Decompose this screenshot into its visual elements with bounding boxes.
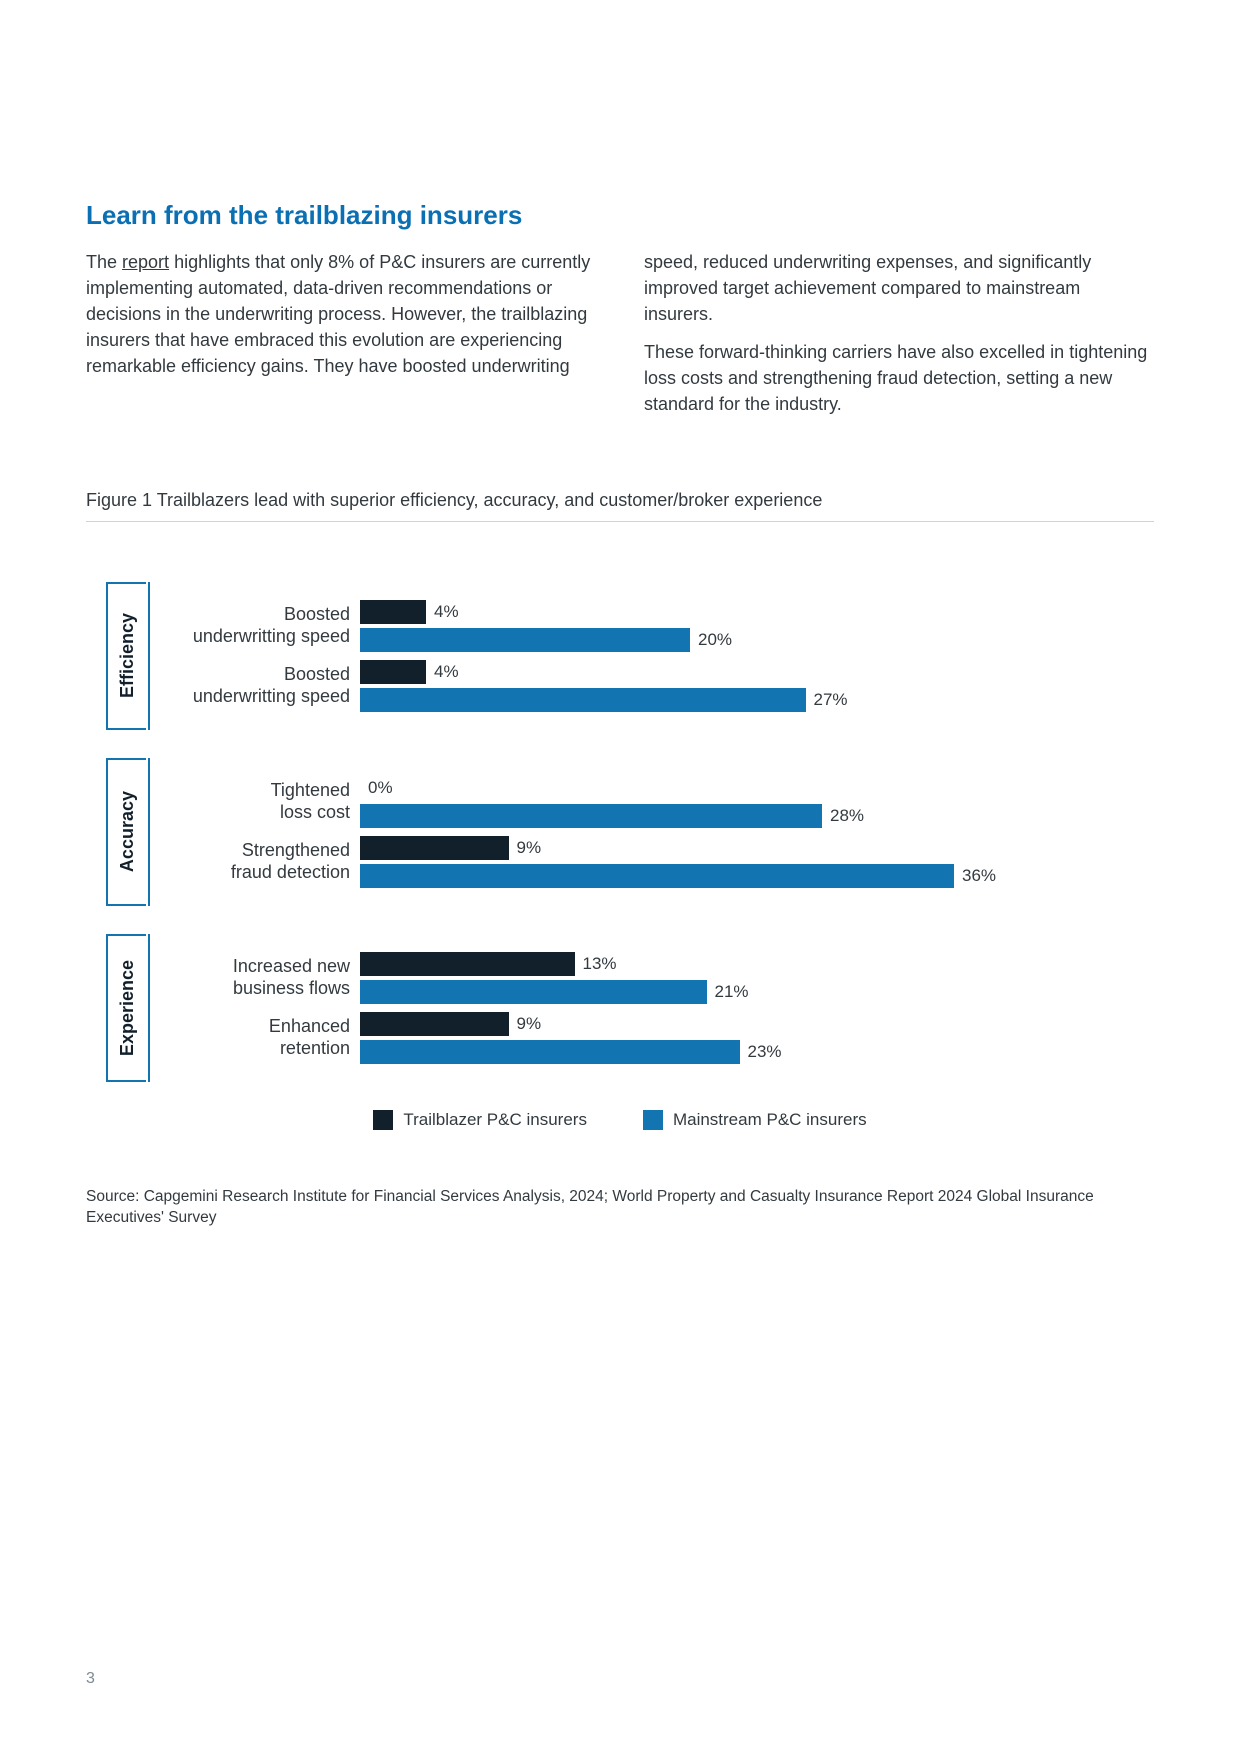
column-left: The report highlights that only 8% of P&…	[86, 249, 596, 430]
page-number: 3	[86, 1670, 95, 1688]
bar-value: 36%	[962, 866, 996, 886]
bar-dark	[360, 952, 575, 976]
legend-label-blue: Mainstream P&C insurers	[673, 1110, 867, 1130]
bar-dark	[360, 600, 426, 624]
bar-value: 4%	[434, 602, 459, 622]
legend-item-trailblazer: Trailblazer P&C insurers	[373, 1110, 587, 1130]
bar-value: 23%	[748, 1042, 782, 1062]
figure-block: Figure 1 Trailblazers lead with superior…	[86, 490, 1154, 1130]
metric-label: Boostedunderwritting speed	[150, 658, 360, 714]
bar-row: 27%	[360, 687, 1154, 713]
bar-row: 21%	[360, 979, 1154, 1005]
legend-swatch-blue	[643, 1110, 663, 1130]
bar-blue	[360, 1040, 740, 1064]
bar-value: 13%	[583, 954, 617, 974]
bar-chart: EfficiencyBoostedunderwritting speed 4% 20…	[86, 582, 1154, 1082]
bar-row: 0%	[360, 775, 1154, 801]
bar-blue	[360, 628, 690, 652]
group-label: Accuracy	[106, 758, 146, 906]
group-body: Boostedunderwritting speed4%20%Boostedun…	[148, 582, 1154, 730]
bar-row: 36%	[360, 863, 1154, 889]
bar-blue	[360, 688, 806, 712]
figure-caption: Figure 1 Trailblazers lead with superior…	[86, 490, 1154, 522]
bar-value: 9%	[517, 838, 542, 858]
metric-pair: Boostedunderwritting speed 4% 27%	[150, 658, 1154, 714]
legend-item-mainstream: Mainstream P&C insurers	[643, 1110, 867, 1130]
paragraph-right-1: speed, reduced underwriting expenses, an…	[644, 249, 1154, 327]
figure-source: Source: Capgemini Research Institute for…	[86, 1186, 1154, 1229]
legend-label-dark: Trailblazer P&C insurers	[403, 1110, 587, 1130]
bar-value: 27%	[814, 690, 848, 710]
metric-pair: Strengthenedfraud detection 9% 36%	[150, 834, 1154, 890]
bar-row: 23%	[360, 1039, 1154, 1065]
section-heading: Learn from the trailblazing insurers	[86, 200, 1154, 231]
bar-blue	[360, 980, 707, 1004]
metric-pair: Enhancedretention 9% 23%	[150, 1010, 1154, 1066]
group-body: Tightenedloss cost 0% 28% Strengthenedfraud…	[148, 758, 1154, 906]
bar-pair: 13% 21%	[360, 950, 1154, 1006]
bar-row: 13%	[360, 951, 1154, 977]
bar-pair: 0% 28%	[360, 774, 1154, 830]
bar-dark	[360, 660, 426, 684]
bar-blue	[360, 804, 822, 828]
bar-dark	[360, 1012, 509, 1036]
paragraph-left: The report highlights that only 8% of P&…	[86, 249, 596, 379]
chart-group: AccuracyTightenedloss cost 0% 28% Strengthe…	[106, 758, 1154, 906]
metric-label: Tightenedloss cost	[150, 774, 360, 830]
bar-value: 28%	[830, 806, 864, 826]
bar-value: 21%	[715, 982, 749, 1002]
chart-group: EfficiencyBoostedunderwritting speed 4% 20…	[106, 582, 1154, 730]
bar-row: 4%	[360, 599, 1154, 625]
bar-pair: 4% 27%	[360, 658, 1154, 714]
bar-value: 9%	[517, 1014, 542, 1034]
chart-group: ExperienceIncreased newbusiness flows13%…	[106, 934, 1154, 1082]
bar-value: 20%	[698, 630, 732, 650]
text-fragment: The	[86, 252, 122, 272]
bar-row: 28%	[360, 803, 1154, 829]
page: Learn from the trailblazing insurers The…	[0, 0, 1240, 1754]
metric-pair: Increased newbusiness flows 13% 21%	[150, 950, 1154, 1006]
bar-blue	[360, 864, 954, 888]
group-label: Experience	[106, 934, 146, 1082]
column-right: speed, reduced underwriting expenses, an…	[644, 249, 1154, 430]
bar-pair: 4% 20%	[360, 598, 1154, 654]
group-label: Efficiency	[106, 582, 146, 730]
metric-pair: Boostedunderwritting speed 4% 20%	[150, 598, 1154, 654]
group-body: Increased newbusiness flows 13% 21% Enhance…	[148, 934, 1154, 1082]
bar-row: 4%	[360, 659, 1154, 685]
bar-row: 20%	[360, 627, 1154, 653]
paragraph-right-2: These forward-thinking carriers have als…	[644, 339, 1154, 417]
bar-row: 9%	[360, 835, 1154, 861]
bar-value: 0%	[368, 778, 393, 798]
bar-row: 9%	[360, 1011, 1154, 1037]
metric-label: Enhancedretention	[150, 1010, 360, 1066]
bar-value: 4%	[434, 662, 459, 682]
metric-pair: Tightenedloss cost 0% 28%	[150, 774, 1154, 830]
metric-label: Strengthenedfraud detection	[150, 834, 360, 890]
bar-pair: 9% 23%	[360, 1010, 1154, 1066]
report-link[interactable]: report	[122, 252, 169, 272]
metric-label: Increased newbusiness flows	[150, 950, 360, 1006]
legend-swatch-dark	[373, 1110, 393, 1130]
metric-label: Boostedunderwritting speed	[150, 598, 360, 654]
bar-pair: 9% 36%	[360, 834, 1154, 890]
body-columns: The report highlights that only 8% of P&…	[86, 249, 1154, 430]
bar-dark	[360, 836, 509, 860]
chart-legend: Trailblazer P&C insurers Mainstream P&C …	[86, 1110, 1154, 1130]
